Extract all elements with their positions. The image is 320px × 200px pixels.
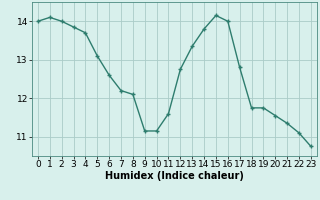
X-axis label: Humidex (Indice chaleur): Humidex (Indice chaleur): [105, 171, 244, 181]
